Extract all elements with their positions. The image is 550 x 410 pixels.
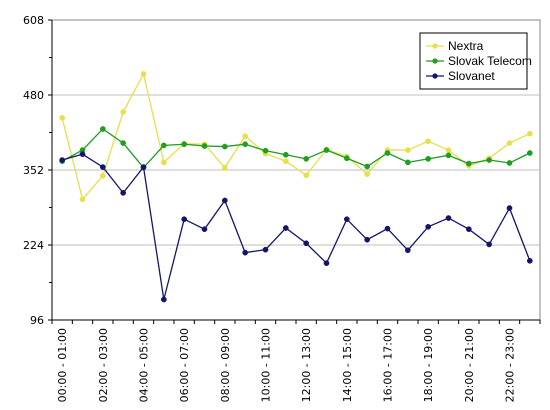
data-point	[364, 171, 371, 177]
series	[59, 71, 533, 303]
data-point	[262, 147, 269, 154]
data-point	[242, 133, 249, 139]
data-point	[445, 147, 452, 153]
data-point	[364, 163, 371, 170]
data-point	[140, 71, 147, 77]
data-point	[99, 173, 106, 179]
data-point	[140, 164, 147, 170]
data-point	[465, 160, 472, 167]
data-point	[364, 236, 371, 243]
data-point	[506, 140, 513, 146]
legend-label: Nextra	[448, 39, 484, 53]
legend-swatch-marker	[432, 73, 438, 79]
data-point	[160, 159, 167, 166]
y-tick-label: 480	[23, 89, 44, 102]
x-tick-label: 12:00 - 13:00	[300, 328, 313, 402]
data-point	[445, 152, 452, 159]
data-point	[404, 147, 411, 153]
data-point	[526, 130, 533, 137]
legend-swatch-marker	[432, 58, 438, 64]
x-tick-label: 04:00 - 05:00	[138, 328, 151, 402]
data-point	[242, 249, 249, 256]
data-point	[425, 138, 432, 145]
data-point	[323, 260, 330, 267]
data-point	[181, 141, 188, 148]
data-point	[160, 142, 167, 149]
data-point	[99, 164, 106, 170]
axes: 96 224 352 480 608 00:00 - 01:00 02:00 - 03:00…	[23, 14, 541, 402]
x-tick-label: 10:00 - 11:00	[260, 328, 273, 402]
data-point	[486, 157, 493, 163]
x-tick-label: 14:00 - 15:00	[341, 328, 354, 402]
data-point	[59, 115, 66, 121]
data-point	[323, 147, 330, 153]
data-point	[160, 296, 167, 303]
data-point	[506, 205, 513, 211]
data-point	[120, 109, 127, 115]
data-point	[120, 190, 127, 196]
data-point	[303, 172, 310, 179]
y-tick-label: 96	[30, 314, 44, 327]
data-point	[221, 143, 228, 150]
data-point	[425, 223, 432, 230]
data-point	[404, 159, 411, 166]
data-point	[343, 155, 350, 162]
data-point	[526, 257, 533, 264]
data-point	[303, 240, 310, 247]
data-point	[303, 156, 310, 162]
data-point	[282, 225, 289, 231]
data-point	[262, 246, 269, 253]
data-point	[181, 216, 188, 223]
data-point	[384, 225, 391, 232]
series-line-2	[61, 153, 531, 300]
x-tick-label: 02:00 - 03:00	[97, 328, 110, 402]
x-tick-label: 08:00 - 09:00	[219, 328, 232, 402]
x-tick-label: 16:00 - 17:00	[382, 328, 395, 402]
y-tick-label: 352	[23, 164, 44, 177]
data-point	[79, 196, 86, 203]
data-point	[79, 151, 86, 158]
x-tick-label: 06:00 - 07:00	[178, 328, 191, 402]
data-point	[201, 143, 208, 149]
series-line-1	[61, 128, 531, 169]
data-point	[445, 215, 452, 221]
x-tick-label: 00:00 - 01:00	[56, 328, 69, 402]
data-point	[221, 164, 228, 171]
data-point	[486, 241, 493, 248]
grid-lines	[52, 94, 540, 246]
x-tick-label: 20:00 - 21:00	[463, 328, 476, 402]
data-point	[282, 151, 289, 158]
x-tick-label: 22:00 - 23:00	[504, 328, 517, 402]
data-point	[201, 226, 208, 233]
y-tick-label: 608	[23, 14, 44, 27]
series-line-0	[61, 72, 531, 201]
data-point	[465, 226, 472, 233]
legend-label: Slovak Telecom	[448, 54, 532, 68]
data-point	[282, 158, 289, 165]
data-point	[120, 140, 127, 146]
data-point	[526, 150, 533, 156]
data-point	[425, 156, 432, 162]
data-point	[404, 247, 411, 254]
data-point	[506, 160, 513, 166]
legend-label: Slovanet	[448, 69, 495, 83]
legend-swatch-marker	[432, 43, 438, 49]
x-tick-label: 18:00 - 19:00	[422, 328, 435, 402]
data-point	[99, 126, 106, 132]
data-point	[221, 197, 228, 204]
data-point	[384, 150, 391, 156]
data-point	[59, 157, 66, 163]
y-tick-label: 224	[23, 239, 44, 252]
data-point	[242, 141, 249, 148]
data-point	[343, 216, 350, 223]
